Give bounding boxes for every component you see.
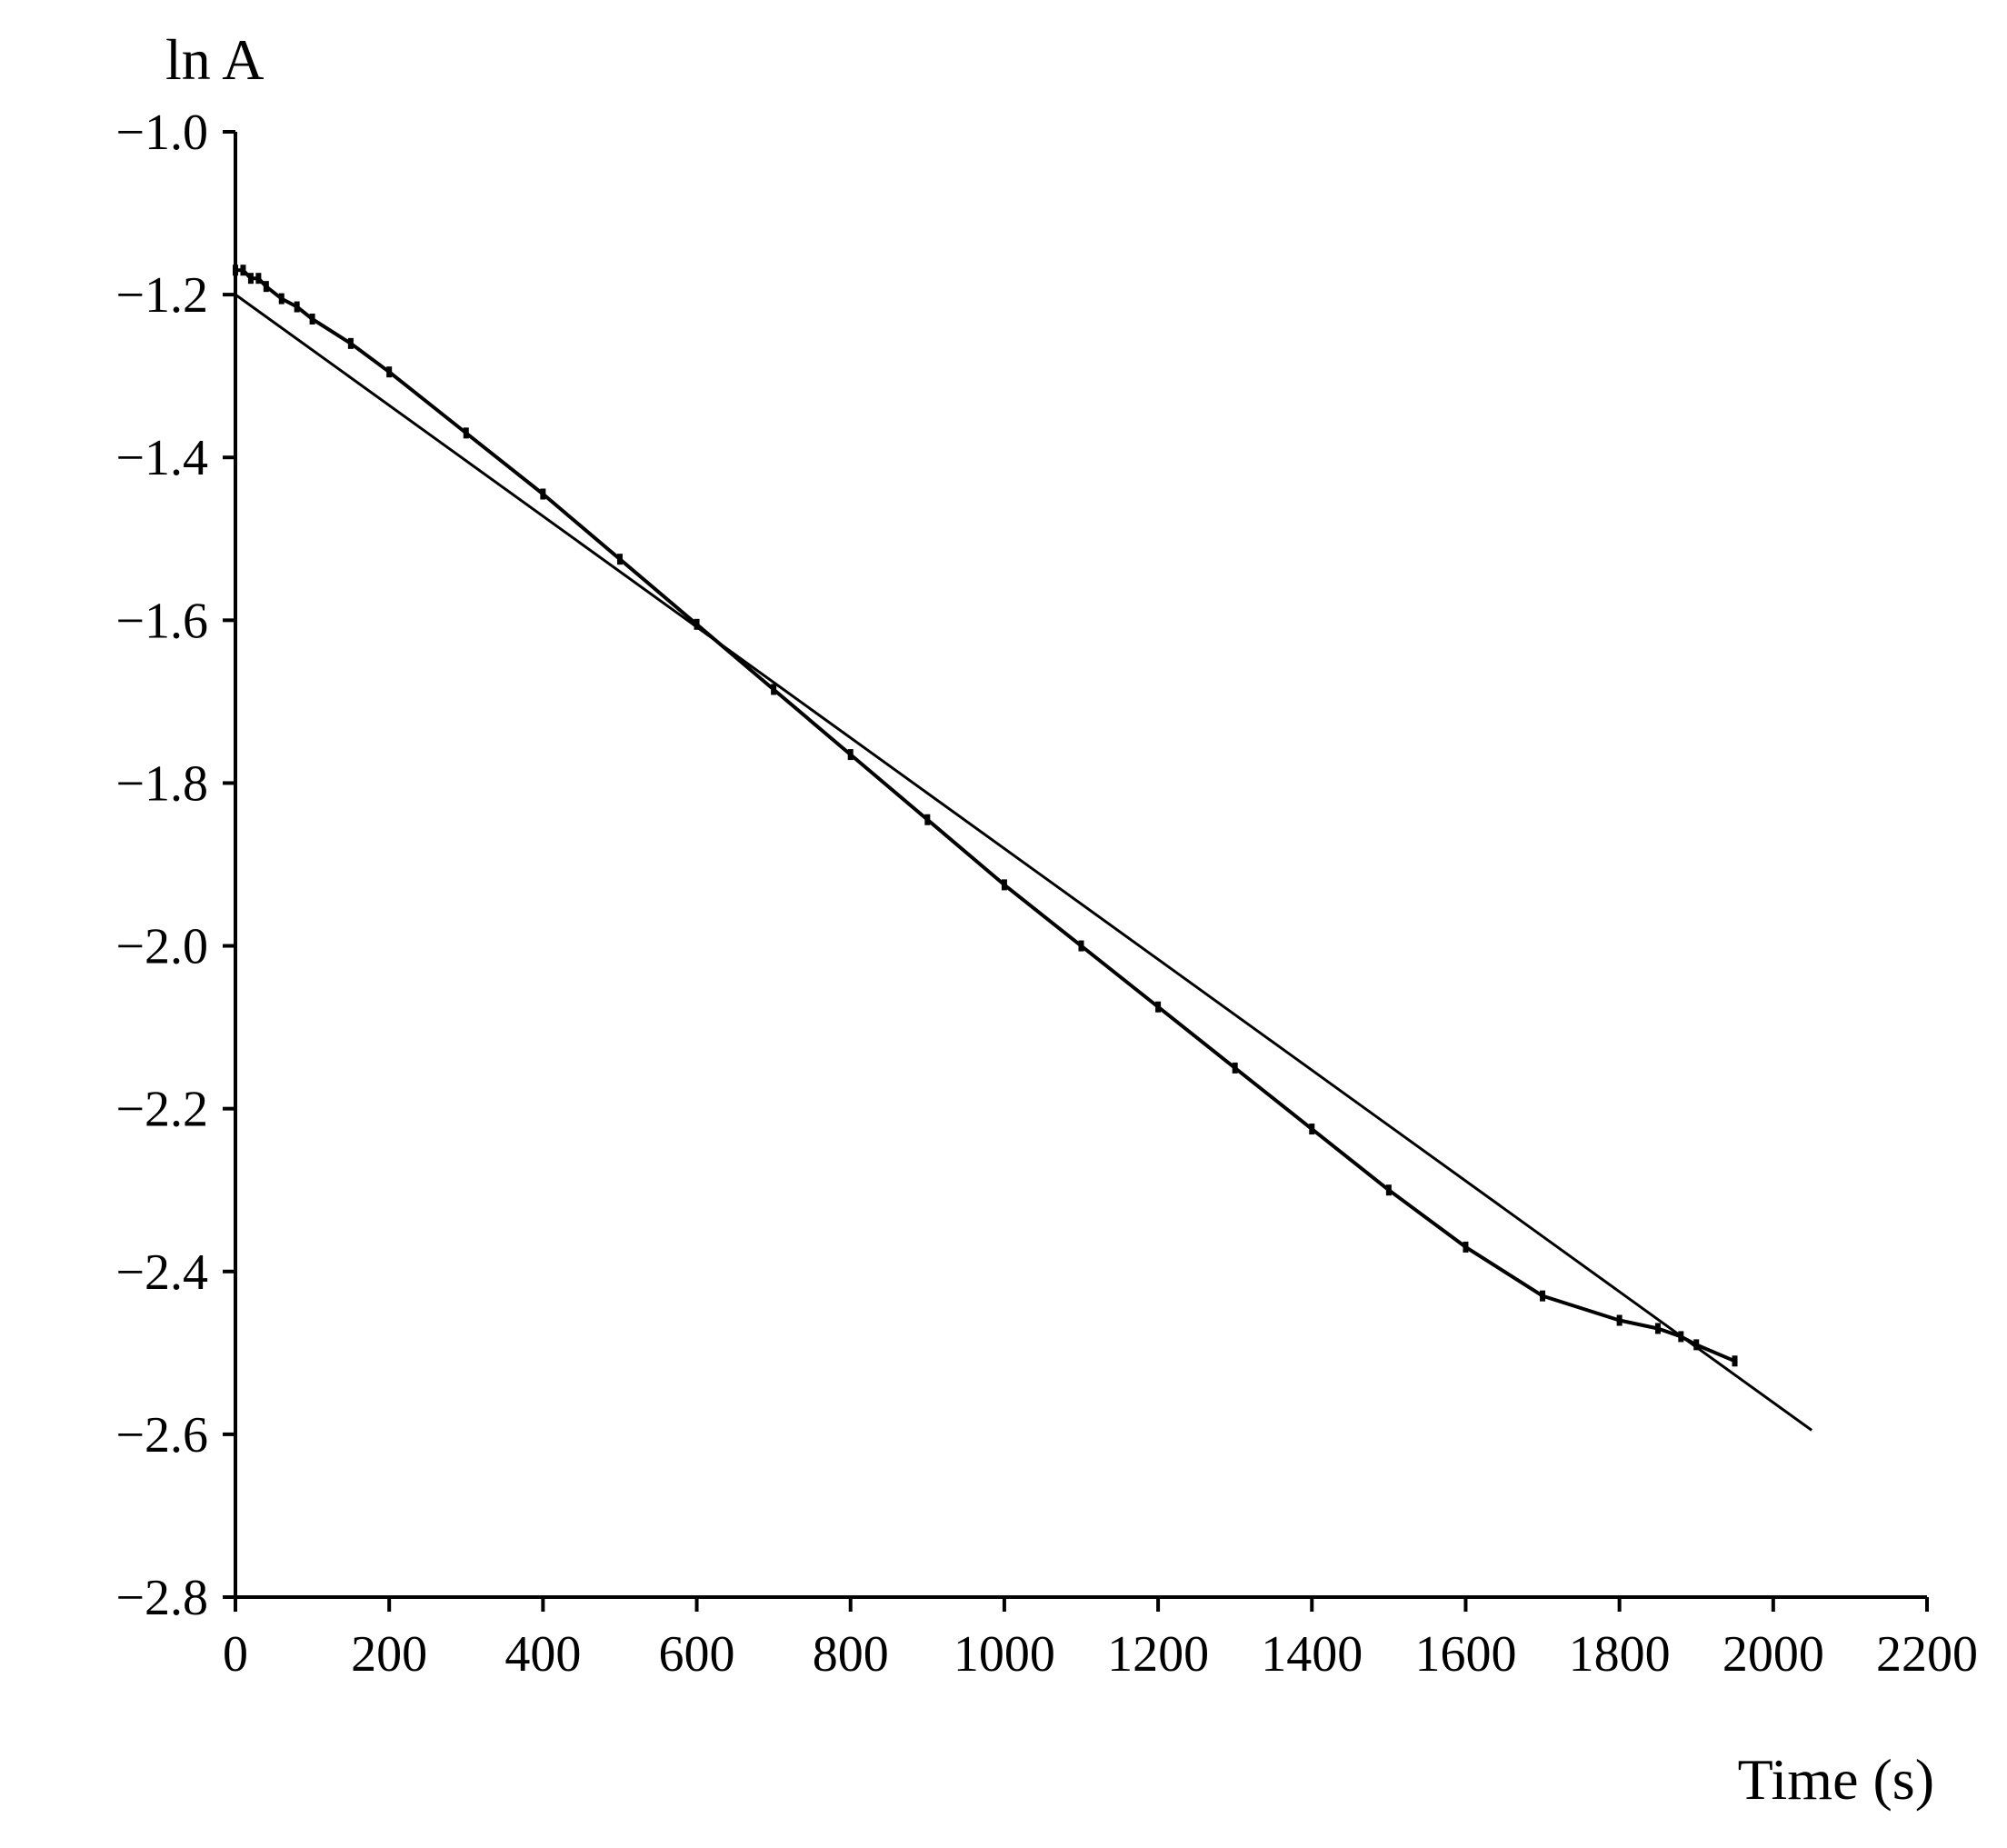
- y-tick-label: −1.0: [115, 105, 208, 161]
- data-point: [540, 488, 546, 500]
- data-point: [1385, 1184, 1392, 1196]
- x-tick-label: 2000: [1722, 1626, 1824, 1683]
- data-point: [347, 337, 354, 349]
- data-point: [463, 427, 469, 439]
- y-tick-label: −1.2: [115, 267, 208, 324]
- x-tick-label: 200: [351, 1626, 427, 1683]
- y-tick-label: −2.0: [115, 919, 208, 975]
- series-layer: [233, 265, 1812, 1432]
- data-point: [1732, 1355, 1738, 1367]
- data-point: [1463, 1241, 1469, 1253]
- x-tick-label: 0: [223, 1626, 248, 1683]
- y-tick-label: −1.6: [115, 593, 208, 649]
- y-tick-label: −2.6: [115, 1407, 208, 1463]
- data-point: [1001, 879, 1007, 891]
- x-tick-label: 1800: [1569, 1626, 1671, 1683]
- data-point: [616, 554, 623, 565]
- x-tick-label: 800: [813, 1626, 889, 1683]
- x-ticks: 0 200 400 600 800 1000 1200 1400 1600 1800 2000 220…: [223, 1597, 1978, 1683]
- data-point: [233, 265, 238, 276]
- data-point: [386, 366, 393, 378]
- y-ticks: −1.0 −1.2 −1.4 −1.6 −1.8 −2.0 −2.2 −2.4 −2.6 −2.8: [115, 105, 235, 1626]
- x-tick-label: 1000: [954, 1626, 1055, 1683]
- data-point: [924, 814, 931, 825]
- data-point: [1616, 1314, 1623, 1326]
- data-point: [247, 273, 254, 285]
- data-point: [1693, 1339, 1700, 1351]
- data-point: [294, 301, 300, 313]
- data-point: [1654, 1323, 1661, 1334]
- axes: 0 200 400 600 800 1000 1200 1400 1600 1800 2000 220…: [115, 105, 1978, 1683]
- x-tick-label: 600: [659, 1626, 735, 1683]
- data-point: [1232, 1062, 1238, 1074]
- fit-line: [235, 293, 1812, 1432]
- y-tick-label: −1.4: [115, 430, 208, 486]
- measured-series-line: [235, 268, 1736, 1364]
- data-point: [847, 749, 854, 761]
- x-tick-label: 2200: [1876, 1626, 1978, 1683]
- y-tick-label: −2.4: [115, 1244, 208, 1301]
- y-tick-label: −2.8: [115, 1570, 208, 1626]
- data-point: [263, 281, 269, 293]
- data-point: [309, 313, 315, 325]
- x-axis-title: Time (s): [1738, 1747, 1934, 1812]
- data-point: [278, 293, 285, 305]
- data-point: [1309, 1124, 1315, 1135]
- data-point: [240, 265, 246, 276]
- x-tick-label: 1400: [1261, 1626, 1363, 1683]
- y-axis-title: ln A: [165, 27, 264, 92]
- data-point: [255, 273, 262, 285]
- data-point: [771, 684, 777, 695]
- data-point: [1540, 1290, 1546, 1302]
- x-tick-label: 400: [504, 1626, 581, 1683]
- x-tick-label: 1600: [1414, 1626, 1516, 1683]
- y-tick-label: −1.8: [115, 755, 208, 812]
- y-tick-label: −2.2: [115, 1082, 208, 1138]
- x-tick-label: 1200: [1107, 1626, 1209, 1683]
- data-point: [1155, 1001, 1162, 1013]
- data-point: [694, 618, 700, 630]
- data-point: [1078, 940, 1084, 952]
